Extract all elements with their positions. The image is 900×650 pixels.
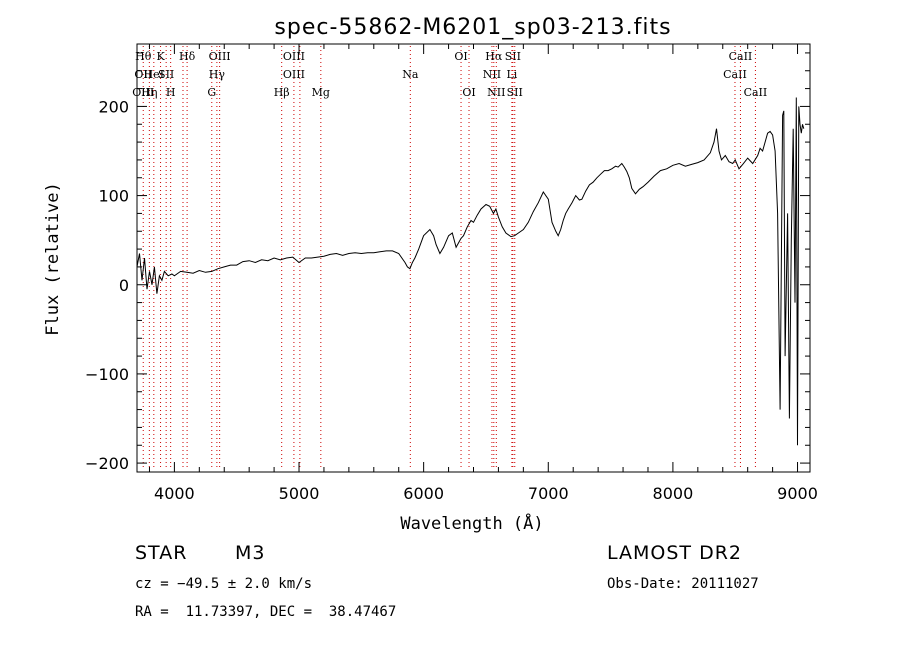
x-tick-label: 6000 — [403, 484, 444, 503]
coordinates-readout: RA = 11.73397, DEC = 38.47467 — [135, 604, 397, 620]
spectral-line-label: CaII — [723, 68, 747, 81]
spectral-line-label: G — [207, 86, 216, 99]
x-tick-label: 7000 — [528, 484, 569, 503]
object-subclass: M3 — [235, 542, 266, 564]
y-tick-label: 100 — [98, 187, 129, 206]
spectral-line-label: Hγ — [209, 68, 226, 81]
spectral-line-label: OIII — [132, 86, 154, 99]
y-tick-label: 200 — [98, 97, 129, 116]
spectral-line-label: HeI — [144, 68, 164, 81]
y-tick-label: 0 — [119, 276, 129, 295]
series-layer — [136, 97, 805, 446]
spectral-line-label: Hβ — [274, 86, 290, 99]
spectral-line-label: OIII — [283, 68, 305, 81]
observation-date: Obs-Date: 20111027 — [607, 576, 759, 592]
spectral-line-label: SII — [158, 68, 174, 81]
spectral-line-label: Na — [402, 68, 419, 81]
x-tick-label: 9000 — [777, 484, 818, 503]
x-tick-label: 8000 — [653, 484, 694, 503]
x-tick-label: 5000 — [279, 484, 320, 503]
x-axis-label: Wavelength (Å) — [400, 512, 543, 534]
spectral-line-label: Li — [506, 68, 517, 81]
y-tick-label: −200 — [85, 454, 129, 473]
spectral-line-label: NII — [483, 68, 501, 81]
survey-name: LAMOST DR2 — [607, 542, 742, 564]
y-tick-label: −100 — [85, 365, 129, 384]
spectrum-line — [136, 97, 805, 446]
spectral-line-label: SII — [505, 50, 521, 63]
spectral-line-label: H — [166, 86, 176, 99]
object-class: STAR — [135, 542, 188, 564]
spectral-line-label: CaII — [744, 86, 768, 99]
line-marker-layer: HθOIIOIIIHηHeIKSIIHHδGHγOIIIHβOIIIOIIIMg… — [132, 46, 767, 470]
spectral-line-label: OI — [454, 50, 467, 63]
spectral-line-label: NII — [487, 86, 505, 99]
axes-layer: 4000 5000 6000 7000 8000 9000 −200 −100 0 100 200 — [85, 43, 818, 503]
plot-frame — [136, 43, 811, 473]
spectral-line-label: CaII — [729, 50, 753, 63]
y-axis-label: Flux (relative) — [43, 182, 63, 336]
x-tick-label: 4000 — [154, 484, 195, 503]
chart-title: spec-55862-M6201_sp03-213.fits — [274, 15, 671, 40]
spectral-line-label: Mg — [312, 86, 330, 99]
spectral-line-label: K — [156, 50, 165, 63]
spectral-line-label: OIII — [209, 50, 231, 63]
spectral-line-label: Hδ — [179, 50, 196, 63]
spectral-line-label: SII — [507, 86, 523, 99]
spectral-line-label: Hη — [141, 86, 157, 99]
spectral-line-label: OI — [462, 86, 475, 99]
spectral-line-label: OIII — [283, 50, 305, 63]
spectral-line-label: Hθ — [135, 50, 152, 63]
velocity-readout: cz = −49.5 ± 2.0 km/s — [135, 576, 313, 592]
spectral-line-label: Hα — [485, 50, 503, 63]
